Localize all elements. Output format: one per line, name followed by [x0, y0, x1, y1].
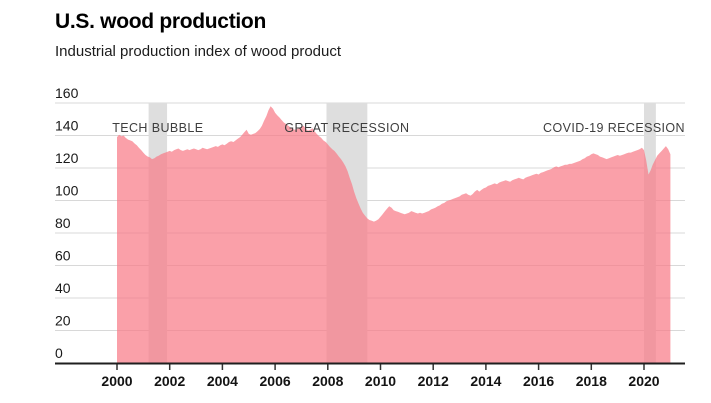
x-axis-label: 2010 [365, 373, 396, 389]
production-area-series [117, 106, 671, 364]
x-axis-label: 2002 [154, 373, 185, 389]
y-axis-label: 160 [55, 85, 79, 101]
recession-annotation: COVID-19 RECESSION [543, 121, 685, 135]
y-axis-label: 140 [55, 118, 79, 134]
recession-annotation: GREAT RECESSION [284, 121, 409, 135]
y-axis-label: 120 [55, 150, 79, 166]
chart-subtitle: Industrial production index of wood prod… [55, 43, 342, 60]
y-axis-label: 100 [55, 183, 79, 199]
y-axis-label: 80 [55, 215, 71, 231]
x-axis-label: 2000 [101, 373, 132, 389]
recession-annotation: TECH BUBBLE [112, 121, 203, 135]
x-axis-label: 2012 [418, 373, 449, 389]
y-axis-label: 60 [55, 248, 71, 264]
y-axis-label: 0 [55, 345, 63, 361]
x-axis-label: 2014 [470, 373, 501, 389]
x-axis-label: 2016 [523, 373, 554, 389]
x-axis-label: 2020 [628, 373, 659, 389]
x-axis-label: 2008 [312, 373, 343, 389]
x-axis-label: 2018 [576, 373, 607, 389]
x-axis-label: 2006 [260, 373, 291, 389]
y-axis-label: 20 [55, 313, 71, 329]
y-axis-label: 40 [55, 280, 71, 296]
page-title: U.S. wood production [55, 10, 266, 33]
x-axis-label: 2004 [207, 373, 238, 389]
